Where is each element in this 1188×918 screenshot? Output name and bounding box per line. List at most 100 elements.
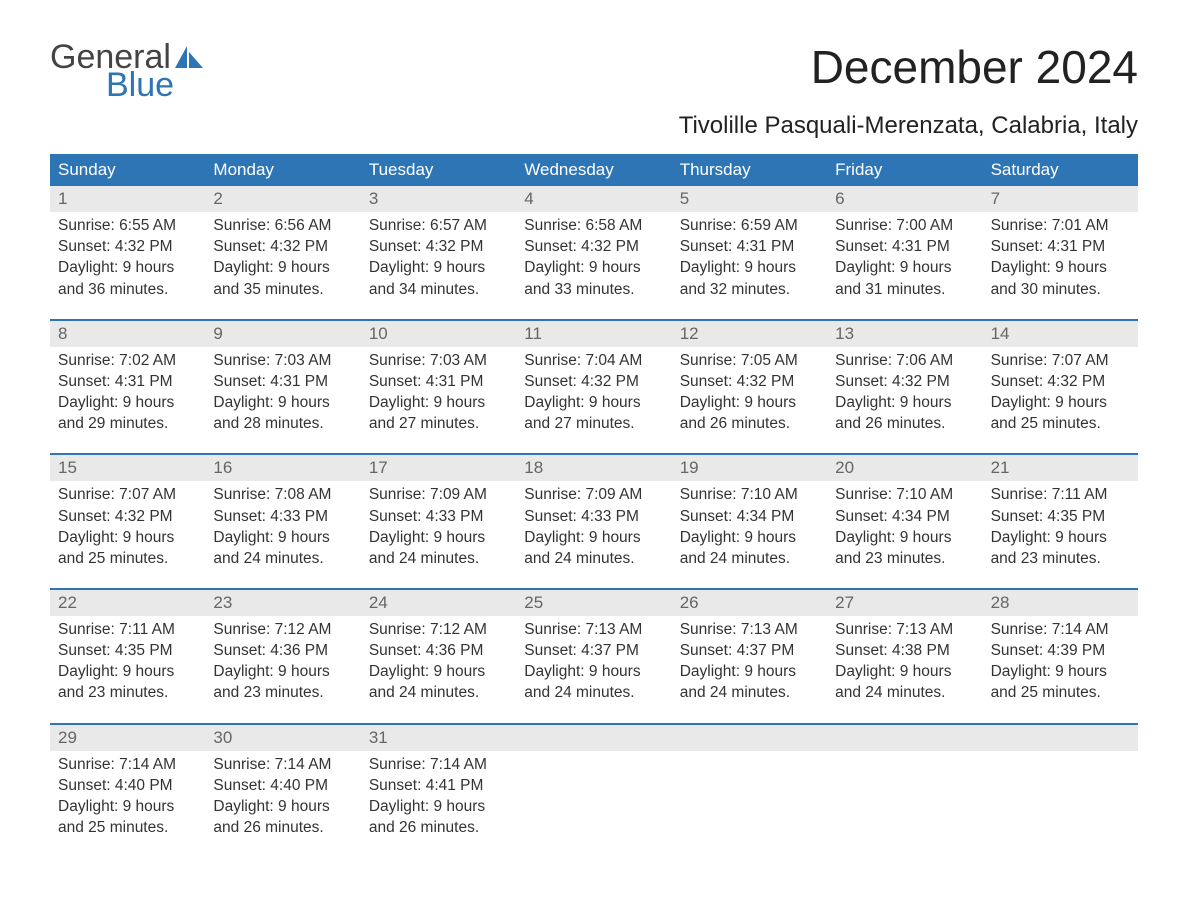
day-cell: 14Sunrise: 7:07 AMSunset: 4:32 PMDayligh…: [983, 321, 1138, 436]
day-body: Sunrise: 6:59 AMSunset: 4:31 PMDaylight:…: [672, 212, 827, 300]
day-number: 30: [205, 725, 360, 751]
sunrise-line: Sunrise: 7:09 AM: [369, 485, 508, 505]
sunrise-line: Sunrise: 7:01 AM: [991, 216, 1130, 236]
day-body: Sunrise: 7:13 AMSunset: 4:37 PMDaylight:…: [672, 616, 827, 704]
daylight-line-1: Daylight: 9 hours: [213, 258, 352, 278]
day-cell: [827, 725, 982, 840]
daylight-line-2: and 24 minutes.: [524, 683, 663, 703]
daylight-line-2: and 24 minutes.: [680, 683, 819, 703]
sunrise-line: Sunrise: 7:14 AM: [213, 755, 352, 775]
day-cell: 20Sunrise: 7:10 AMSunset: 4:34 PMDayligh…: [827, 455, 982, 570]
daylight-line-1: Daylight: 9 hours: [369, 797, 508, 817]
sunset-line: Sunset: 4:33 PM: [213, 507, 352, 527]
daylight-line-2: and 24 minutes.: [213, 549, 352, 569]
sunrise-line: Sunrise: 7:10 AM: [835, 485, 974, 505]
daylight-line-1: Daylight: 9 hours: [58, 797, 197, 817]
sunrise-line: Sunrise: 7:07 AM: [991, 351, 1130, 371]
column-header: Thursday: [672, 154, 827, 186]
sunset-line: Sunset: 4:33 PM: [524, 507, 663, 527]
sunset-line: Sunset: 4:34 PM: [680, 507, 819, 527]
daylight-line-1: Daylight: 9 hours: [835, 258, 974, 278]
sunset-line: Sunset: 4:32 PM: [58, 507, 197, 527]
column-header: Friday: [827, 154, 982, 186]
sunrise-line: Sunrise: 7:03 AM: [213, 351, 352, 371]
daylight-line-2: and 24 minutes.: [524, 549, 663, 569]
daylight-line-2: and 27 minutes.: [369, 414, 508, 434]
sunrise-line: Sunrise: 7:06 AM: [835, 351, 974, 371]
daylight-line-2: and 27 minutes.: [524, 414, 663, 434]
column-header: Sunday: [50, 154, 205, 186]
day-cell: [672, 725, 827, 840]
daylight-line-1: Daylight: 9 hours: [524, 662, 663, 682]
sunrise-line: Sunrise: 7:02 AM: [58, 351, 197, 371]
sunrise-line: Sunrise: 7:12 AM: [369, 620, 508, 640]
daylight-line-1: Daylight: 9 hours: [835, 393, 974, 413]
day-cell: 28Sunrise: 7:14 AMSunset: 4:39 PMDayligh…: [983, 590, 1138, 705]
daylight-line-2: and 23 minutes.: [58, 683, 197, 703]
day-number: 23: [205, 590, 360, 616]
sunrise-line: Sunrise: 7:13 AM: [524, 620, 663, 640]
sunrise-line: Sunrise: 7:12 AM: [213, 620, 352, 640]
sunset-line: Sunset: 4:40 PM: [213, 776, 352, 796]
sunset-line: Sunset: 4:32 PM: [58, 237, 197, 257]
daylight-line-2: and 25 minutes.: [991, 683, 1130, 703]
sunset-line: Sunset: 4:35 PM: [991, 507, 1130, 527]
daylight-line-1: Daylight: 9 hours: [369, 662, 508, 682]
day-cell: 12Sunrise: 7:05 AMSunset: 4:32 PMDayligh…: [672, 321, 827, 436]
sunset-line: Sunset: 4:32 PM: [991, 372, 1130, 392]
daylight-line-2: and 25 minutes.: [58, 818, 197, 838]
sunset-line: Sunset: 4:32 PM: [524, 372, 663, 392]
sunrise-line: Sunrise: 6:57 AM: [369, 216, 508, 236]
day-body: Sunrise: 7:09 AMSunset: 4:33 PMDaylight:…: [361, 481, 516, 569]
day-cell: 22Sunrise: 7:11 AMSunset: 4:35 PMDayligh…: [50, 590, 205, 705]
day-body: Sunrise: 7:14 AMSunset: 4:41 PMDaylight:…: [361, 751, 516, 839]
sunset-line: Sunset: 4:36 PM: [369, 641, 508, 661]
sunset-line: Sunset: 4:34 PM: [835, 507, 974, 527]
day-body: Sunrise: 7:14 AMSunset: 4:40 PMDaylight:…: [50, 751, 205, 839]
day-number: 12: [672, 321, 827, 347]
sunset-line: Sunset: 4:31 PM: [58, 372, 197, 392]
sunset-line: Sunset: 4:37 PM: [680, 641, 819, 661]
day-number: 9: [205, 321, 360, 347]
column-header: Tuesday: [361, 154, 516, 186]
day-cell: 16Sunrise: 7:08 AMSunset: 4:33 PMDayligh…: [205, 455, 360, 570]
day-number: 6: [827, 186, 982, 212]
logo: General Blue: [50, 40, 203, 102]
sunrise-line: Sunrise: 7:11 AM: [991, 485, 1130, 505]
day-number: 16: [205, 455, 360, 481]
day-body: Sunrise: 7:12 AMSunset: 4:36 PMDaylight:…: [205, 616, 360, 704]
sunrise-line: Sunrise: 7:10 AM: [680, 485, 819, 505]
sunrise-line: Sunrise: 7:13 AM: [835, 620, 974, 640]
daylight-line-1: Daylight: 9 hours: [58, 662, 197, 682]
day-cell: 7Sunrise: 7:01 AMSunset: 4:31 PMDaylight…: [983, 186, 1138, 301]
header: General Blue December 2024: [50, 40, 1138, 102]
daylight-line-1: Daylight: 9 hours: [58, 393, 197, 413]
sunset-line: Sunset: 4:40 PM: [58, 776, 197, 796]
day-number: 21: [983, 455, 1138, 481]
daylight-line-2: and 24 minutes.: [680, 549, 819, 569]
sunset-line: Sunset: 4:31 PM: [991, 237, 1130, 257]
day-body: Sunrise: 7:05 AMSunset: 4:32 PMDaylight:…: [672, 347, 827, 435]
daylight-line-1: Daylight: 9 hours: [991, 258, 1130, 278]
daylight-line-2: and 34 minutes.: [369, 280, 508, 300]
daylight-line-1: Daylight: 9 hours: [213, 662, 352, 682]
day-body: Sunrise: 7:07 AMSunset: 4:32 PMDaylight:…: [50, 481, 205, 569]
column-header: Saturday: [983, 154, 1138, 186]
sunset-line: Sunset: 4:32 PM: [213, 237, 352, 257]
daylight-line-1: Daylight: 9 hours: [991, 393, 1130, 413]
day-number: 19: [672, 455, 827, 481]
day-body: Sunrise: 7:11 AMSunset: 4:35 PMDaylight:…: [50, 616, 205, 704]
daylight-line-2: and 24 minutes.: [835, 683, 974, 703]
day-number: 17: [361, 455, 516, 481]
daylight-line-2: and 26 minutes.: [213, 818, 352, 838]
sunrise-line: Sunrise: 6:58 AM: [524, 216, 663, 236]
daylight-line-1: Daylight: 9 hours: [213, 393, 352, 413]
day-number: 20: [827, 455, 982, 481]
day-body: Sunrise: 7:10 AMSunset: 4:34 PMDaylight:…: [672, 481, 827, 569]
daylight-line-1: Daylight: 9 hours: [213, 797, 352, 817]
day-body: Sunrise: 7:07 AMSunset: 4:32 PMDaylight:…: [983, 347, 1138, 435]
sunrise-line: Sunrise: 7:13 AM: [680, 620, 819, 640]
daylight-line-2: and 23 minutes.: [213, 683, 352, 703]
day-number: [672, 725, 827, 751]
day-body: Sunrise: 7:10 AMSunset: 4:34 PMDaylight:…: [827, 481, 982, 569]
